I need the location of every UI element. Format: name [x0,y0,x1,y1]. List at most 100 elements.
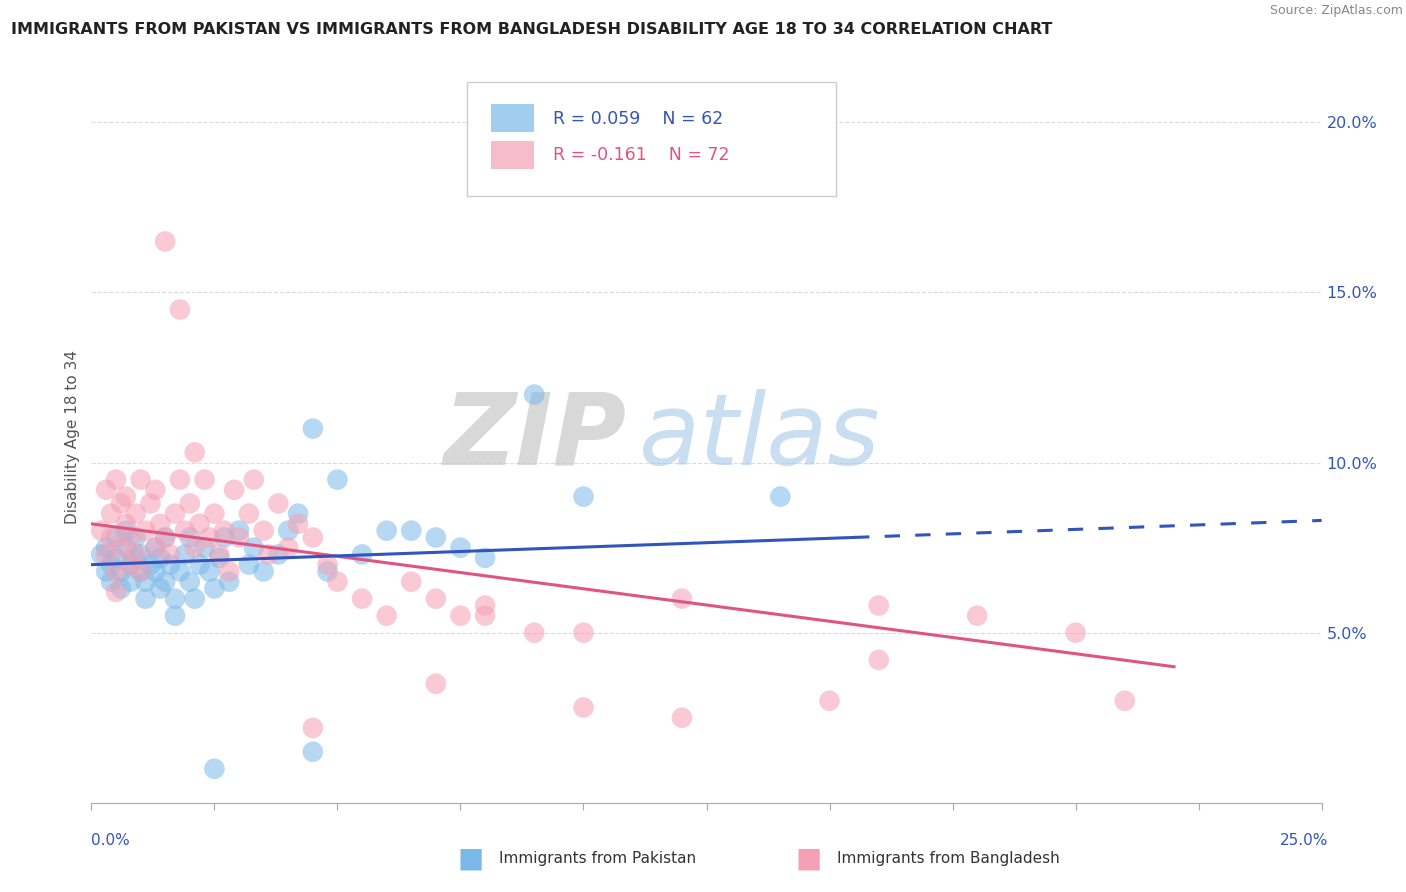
Point [301,421,323,435]
Point [105,531,127,545]
Point [129,565,152,579]
Point [253,524,276,538]
Point [114,541,138,555]
Point [257,548,280,562]
Point [966,608,988,623]
Point [218,574,240,589]
Point [105,550,127,565]
Point [105,585,127,599]
Point [572,625,595,640]
Point [277,524,299,538]
Point [671,591,693,606]
Point [212,531,235,545]
Point [163,591,186,606]
Point [301,721,323,735]
Point [399,524,422,538]
Point [425,591,447,606]
Point [474,599,496,613]
Point [287,516,309,531]
Point [769,490,792,504]
Point [301,745,323,759]
Point [316,558,339,572]
Point [425,531,447,545]
Point [135,574,156,589]
Point [208,548,231,562]
Point [110,541,132,555]
Text: Immigrants from Bangladesh: Immigrants from Bangladesh [837,851,1059,865]
Point [96,565,117,579]
Point [202,507,225,521]
Y-axis label: Disability Age 18 to 34: Disability Age 18 to 34 [65,350,80,524]
Point [163,608,186,623]
Point [100,574,122,589]
Point [124,531,146,545]
Point [169,473,191,487]
Point [153,531,177,545]
Point [183,445,207,459]
Point [238,507,260,521]
Point [149,550,172,565]
Point [242,473,264,487]
Point [868,599,890,613]
Point [868,653,890,667]
Point [153,574,177,589]
Point [124,507,146,521]
Text: Source: ZipAtlas.com: Source: ZipAtlas.com [1270,4,1403,18]
Point [124,548,146,562]
Point [159,548,181,562]
Point [523,625,546,640]
Point [129,565,152,579]
Point [139,558,162,572]
Point [124,550,146,565]
Point [228,531,250,545]
Point [114,516,138,531]
Point [326,574,349,589]
Point [120,558,142,572]
Point [242,541,264,555]
Point [212,524,235,538]
Point [114,524,138,538]
Point [135,524,156,538]
Point [90,548,112,562]
Point [352,591,374,606]
Point [202,582,225,596]
FancyBboxPatch shape [491,104,534,132]
Point [96,541,117,555]
Point [96,483,117,497]
Point [174,548,197,562]
FancyBboxPatch shape [491,141,534,169]
Text: atlas: atlas [638,389,880,485]
Point [149,516,172,531]
Point [183,591,207,606]
Point [100,531,122,545]
Point [193,541,217,555]
Point [149,582,172,596]
Text: ■: ■ [796,844,821,872]
Point [96,548,117,562]
Point [425,677,447,691]
Text: Immigrants from Pakistan: Immigrants from Pakistan [499,851,696,865]
Point [129,473,152,487]
Point [222,483,246,497]
Point [174,524,197,538]
Point [316,565,339,579]
Point [326,473,349,487]
Point [90,524,112,538]
Point [145,565,166,579]
Point [1114,694,1136,708]
Point [287,507,309,521]
Text: 0.0%: 0.0% [91,833,131,847]
Point [139,496,162,510]
Text: IMMIGRANTS FROM PAKISTAN VS IMMIGRANTS FROM BANGLADESH DISABILITY AGE 18 TO 34 C: IMMIGRANTS FROM PAKISTAN VS IMMIGRANTS F… [11,22,1053,37]
Point [145,483,166,497]
Point [267,548,290,562]
Point [228,524,250,538]
Point [449,541,471,555]
Point [120,558,142,572]
Text: 25.0%: 25.0% [1281,833,1329,847]
Point [179,496,201,510]
Point [301,531,323,545]
Point [179,531,201,545]
Point [153,531,177,545]
Point [193,473,217,487]
